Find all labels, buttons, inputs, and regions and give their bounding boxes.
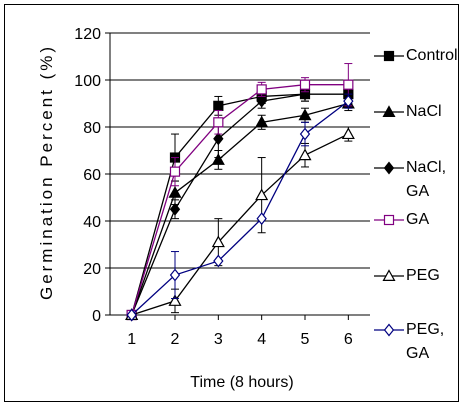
data-point — [126, 308, 137, 322]
legend-item: PEG — [372, 264, 462, 318]
legend-swatch — [374, 50, 404, 62]
series-line — [131, 93, 349, 316]
legend-item: GA — [372, 208, 462, 262]
y-tick-label: 0 — [92, 308, 101, 325]
legend-label: NaCl — [406, 103, 442, 120]
y-axis-label: Germination Percent (%) — [37, 44, 56, 300]
y-tick-label: 80 — [83, 120, 101, 137]
legend-item: NaCl — [372, 100, 462, 154]
y-tick-label: 100 — [74, 73, 101, 90]
series-line — [131, 102, 349, 316]
legend-swatch — [374, 161, 404, 175]
legend-item: NaCl, GA — [372, 156, 462, 210]
x-tick-label: 4 — [257, 331, 266, 348]
data-point — [211, 153, 225, 165]
series-5 — [126, 93, 354, 322]
legend-label: Control — [406, 47, 458, 64]
data-point — [299, 87, 311, 101]
series-line — [131, 133, 349, 316]
legend-swatch — [374, 105, 404, 117]
data-point — [211, 235, 225, 248]
legend-marker — [383, 50, 395, 62]
chart-frame — [4, 4, 459, 402]
legend-marker — [382, 269, 396, 281]
y-tick-label: 120 — [74, 26, 101, 43]
series-line — [131, 84, 349, 316]
legend-label: PEG — [406, 267, 440, 284]
x-tick-label: 6 — [344, 331, 353, 348]
data-point — [341, 127, 355, 140]
axes: 0 20 40 60 80 100 120 1 2 3 4 5 6 — [74, 26, 370, 348]
legend-marker — [383, 214, 395, 226]
data-point — [213, 117, 224, 128]
data-point — [298, 148, 312, 161]
legend-label: GA — [406, 211, 430, 228]
data-point — [213, 100, 224, 111]
series-4 — [125, 126, 355, 320]
data-point — [255, 115, 269, 128]
legend-label: NaCl, GA — [406, 159, 447, 200]
legend-marker — [383, 161, 395, 175]
y-tick-label: 40 — [83, 214, 101, 231]
data-point — [169, 166, 181, 177]
legend-swatch — [374, 269, 404, 281]
data-point — [299, 127, 311, 141]
legend-swatch — [374, 323, 404, 337]
data-point — [213, 254, 224, 268]
series-line — [131, 100, 349, 316]
x-axis-label: Time (8 hours) — [190, 374, 293, 391]
data-point — [213, 132, 224, 146]
series-2 — [126, 86, 354, 322]
y-tick-label: 20 — [83, 261, 101, 278]
gridlines — [110, 32, 370, 269]
data-point — [256, 212, 267, 226]
series-1 — [125, 95, 355, 320]
series-3 — [126, 63, 354, 321]
series-layer — [125, 63, 355, 322]
data-point — [299, 79, 311, 90]
legend-item: PEG, GA — [372, 318, 462, 372]
data-point — [343, 79, 354, 90]
legend-marker — [383, 323, 395, 337]
data-point — [256, 84, 267, 95]
x-tick-label: 1 — [127, 331, 136, 348]
legend-swatch — [374, 214, 404, 226]
legend-marker — [382, 105, 396, 117]
x-tick-label: 3 — [214, 331, 223, 348]
data-point — [256, 94, 267, 108]
legend-label: PEG, GA — [406, 321, 445, 362]
data-point — [255, 188, 269, 201]
data-point — [169, 202, 181, 216]
x-tick-label: 5 — [301, 331, 310, 348]
data-point — [169, 268, 181, 282]
data-point — [298, 108, 312, 121]
data-point — [168, 186, 182, 198]
legend-item: Control — [372, 44, 462, 98]
data-point — [168, 294, 182, 306]
x-tick-label: 2 — [171, 331, 180, 348]
y-tick-label: 60 — [83, 167, 101, 184]
data-point — [343, 94, 354, 108]
